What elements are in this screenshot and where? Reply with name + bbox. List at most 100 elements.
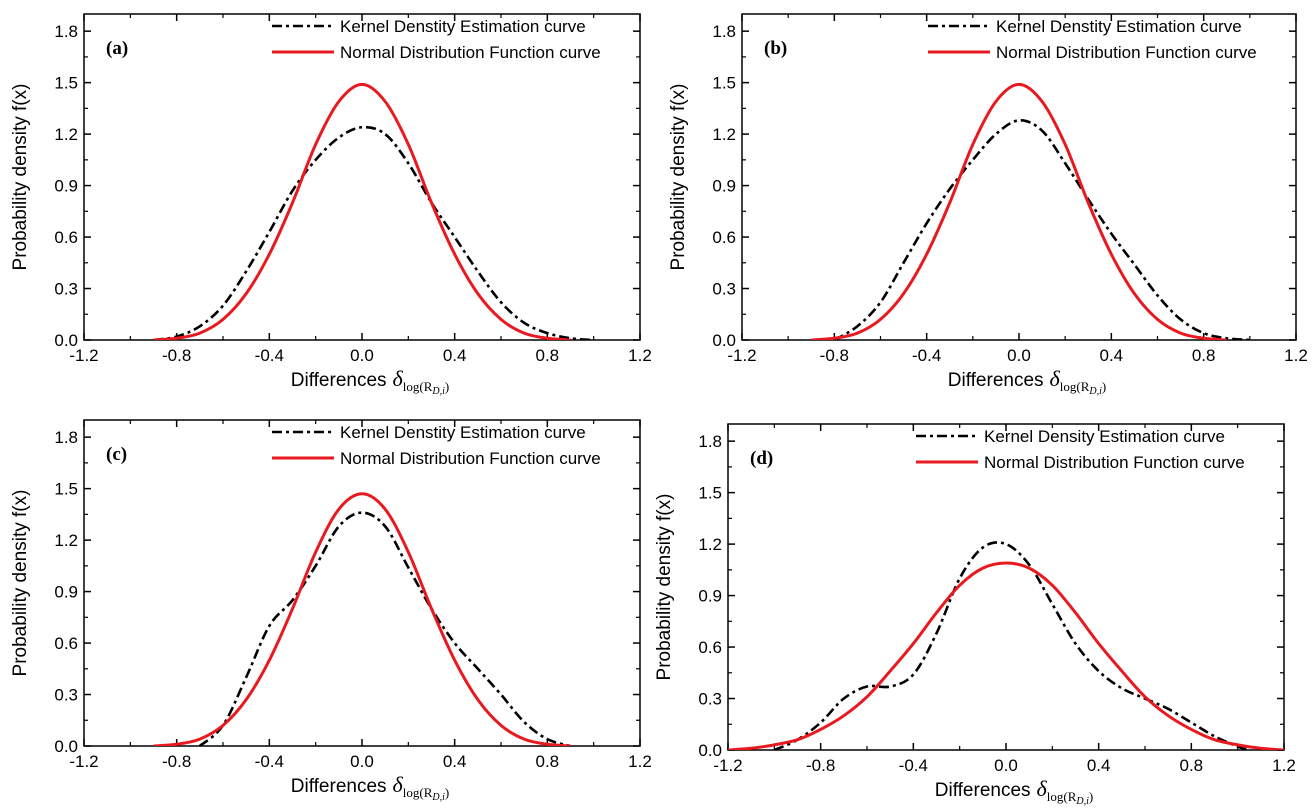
x-tick-label: 0.8 bbox=[536, 752, 560, 771]
panel-label: (b) bbox=[764, 38, 787, 59]
x-tick-label: 0.4 bbox=[443, 346, 467, 365]
x-axis-label-text: Differences bbox=[291, 370, 387, 391]
series-line-kde bbox=[198, 511, 571, 746]
x-axis-label-subscript: log(R bbox=[1060, 379, 1090, 394]
x-axis-label-subscript: log(R bbox=[403, 379, 433, 394]
x-tick-label: -0.4 bbox=[899, 756, 928, 775]
x-axis-label-subscript-close: ) bbox=[445, 379, 449, 394]
y-tick-label: 0.6 bbox=[54, 634, 78, 653]
x-tick-label: -0.8 bbox=[820, 346, 849, 365]
x-axis-label-symbol: δ bbox=[393, 772, 404, 797]
chart-panel-c: -1.2 -0.8 -0.4 0.0 0.4 0.8 1.2 0.0 0.3 0.6 0.9 1.2 1… bbox=[10, 419, 652, 803]
x-axis-label: Differences δlog(RD,i) bbox=[291, 366, 449, 397]
plot-frame bbox=[83, 13, 641, 341]
y-tick-label: 0.9 bbox=[54, 583, 78, 602]
y-tick-label: 0.0 bbox=[54, 737, 78, 756]
y-tick-label: 1.2 bbox=[54, 125, 78, 144]
y-tick-label: 0.9 bbox=[698, 587, 722, 606]
panel-label: (d) bbox=[750, 448, 773, 469]
y-tick-label: 1.8 bbox=[54, 22, 78, 41]
legend-label: Kernel Denstity Estimation curve bbox=[340, 423, 586, 442]
legend-label: Kernel Denstity Estimation curve bbox=[340, 17, 586, 36]
y-tick-label: 0.3 bbox=[698, 690, 722, 709]
chart-panel-b: -1.2 -0.8 -0.4 0.0 0.4 0.8 1.2 0.0 0.3 0.6 0.9 1.2 1… bbox=[668, 13, 1308, 397]
plot-frame bbox=[83, 419, 641, 747]
x-axis-label-symbol: δ bbox=[1037, 776, 1048, 801]
x-tick-label: -0.4 bbox=[255, 752, 284, 771]
x-axis-label-subscript-inner: D,i bbox=[431, 792, 445, 803]
x-axis-label-subscript-inner: D,i bbox=[1088, 386, 1102, 397]
y-tick-label: 0.3 bbox=[712, 280, 736, 299]
x-tick-label: -0.8 bbox=[806, 756, 835, 775]
x-tick-label: 0.8 bbox=[1192, 346, 1216, 365]
legend-label: Kernel Denstity Estimation curve bbox=[996, 17, 1242, 36]
y-tick-label: 1.8 bbox=[54, 428, 78, 447]
x-tick-label: 0.0 bbox=[1007, 346, 1031, 365]
x-tick-label: 0.8 bbox=[1180, 756, 1204, 775]
x-tick-label: 0.0 bbox=[350, 346, 374, 365]
x-tick-label: -0.4 bbox=[912, 346, 941, 365]
y-tick-label: 1.2 bbox=[698, 535, 722, 554]
y-tick-label: 0.9 bbox=[54, 177, 78, 196]
panel-label: (a) bbox=[106, 38, 128, 59]
x-tick-label: 0.0 bbox=[350, 752, 374, 771]
x-tick-label: -0.8 bbox=[162, 346, 191, 365]
x-tick-label: -0.4 bbox=[255, 346, 284, 365]
series-line-normal bbox=[811, 82, 1227, 340]
x-axis-label-subscript: log(R bbox=[403, 785, 433, 800]
x-tick-label: 0.8 bbox=[536, 346, 560, 365]
x-tick-label: -1.2 bbox=[713, 756, 742, 775]
series-line-kde bbox=[773, 541, 1250, 750]
x-axis-label-symbol: δ bbox=[1050, 366, 1061, 391]
x-axis-label-subscript-close: ) bbox=[1089, 789, 1093, 804]
chart-panel-d: -1.2 -0.8 -0.4 0.0 0.4 0.8 1.2 0.0 0.3 0.6 0.9 1.2 1… bbox=[654, 423, 1296, 807]
y-tick-label: 1.2 bbox=[712, 125, 736, 144]
x-axis-label-text: Differences bbox=[291, 776, 387, 797]
x-axis-label-subscript: log(R bbox=[1047, 789, 1077, 804]
y-axis-label: Probability density f(x) bbox=[10, 84, 31, 271]
y-axis-label: Probability density f(x) bbox=[10, 490, 31, 677]
x-axis-label-text: Differences bbox=[935, 780, 1031, 801]
x-tick-label: -1.2 bbox=[69, 346, 98, 365]
x-tick-label: 0.4 bbox=[1100, 346, 1124, 365]
x-axis-label-symbol: δ bbox=[393, 366, 404, 391]
x-axis-label-subscript-close: ) bbox=[445, 785, 449, 800]
series-line-kde bbox=[833, 119, 1250, 340]
y-tick-label: 0.3 bbox=[54, 280, 78, 299]
x-axis-label-subscript-close: ) bbox=[1102, 379, 1106, 394]
y-axis-label: Probability density f(x) bbox=[668, 84, 689, 271]
series-line-normal bbox=[153, 492, 571, 746]
series-line-normal bbox=[728, 561, 1284, 750]
y-tick-label: 0.6 bbox=[712, 228, 736, 247]
x-axis-label: Differences δlog(RD,i) bbox=[935, 776, 1093, 807]
x-tick-label: -0.8 bbox=[162, 752, 191, 771]
series-line-normal bbox=[153, 82, 571, 340]
x-tick-label: -1.2 bbox=[69, 752, 98, 771]
x-tick-label: 1.2 bbox=[1272, 756, 1296, 775]
y-tick-label: 0.0 bbox=[54, 331, 78, 350]
x-tick-label: 1.2 bbox=[628, 752, 652, 771]
y-tick-label: 0.6 bbox=[698, 638, 722, 657]
y-tick-label: 0.9 bbox=[712, 177, 736, 196]
y-tick-label: 0.0 bbox=[712, 331, 736, 350]
y-axis-label: Probability density f(x) bbox=[654, 494, 675, 681]
y-tick-label: 0.6 bbox=[54, 228, 78, 247]
series-line-kde bbox=[153, 125, 594, 340]
y-tick-label: 1.5 bbox=[54, 480, 78, 499]
legend-label: Normal Distribution Function curve bbox=[996, 43, 1257, 62]
x-axis-label: Differences δlog(RD,i) bbox=[948, 366, 1106, 397]
y-tick-label: 1.5 bbox=[698, 484, 722, 503]
y-tick-label: 1.5 bbox=[54, 74, 78, 93]
panel-label: (c) bbox=[106, 444, 127, 465]
plot-frame bbox=[741, 13, 1297, 341]
x-axis-label-subscript-inner: D,i bbox=[431, 386, 445, 397]
x-tick-label: 1.2 bbox=[1284, 346, 1308, 365]
x-tick-label: 0.4 bbox=[1087, 756, 1111, 775]
x-axis-label: Differences δlog(RD,i) bbox=[291, 772, 449, 803]
x-tick-label: -1.2 bbox=[727, 346, 756, 365]
legend-label: Kernel Density Estimation curve bbox=[984, 427, 1225, 446]
legend-label: Normal Distribution Function curve bbox=[340, 449, 601, 468]
plot-frame bbox=[727, 423, 1285, 751]
legend-label: Normal Distribution Function curve bbox=[340, 43, 601, 62]
